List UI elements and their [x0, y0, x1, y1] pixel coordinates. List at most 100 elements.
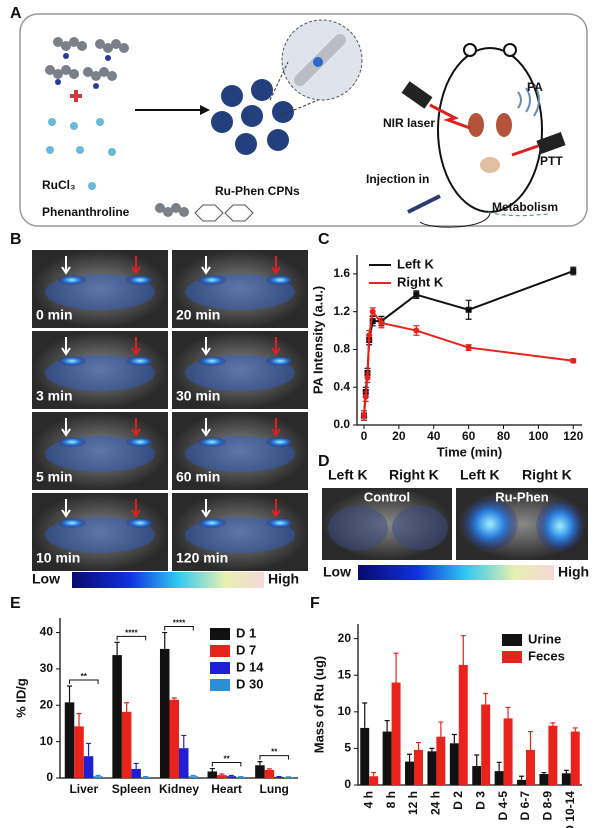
- bar: [188, 776, 199, 778]
- marker: [413, 291, 420, 298]
- series-line: [362, 309, 574, 416]
- colorbar: [358, 565, 554, 580]
- panel-letter: A: [10, 5, 22, 22]
- bar: [283, 777, 294, 778]
- image: [32, 412, 168, 490]
- y-tick-label: 0.0: [333, 417, 350, 431]
- image: [32, 331, 168, 409]
- signal: [462, 498, 518, 550]
- bar: [64, 702, 75, 778]
- bar: [458, 664, 468, 785]
- bar: [179, 748, 189, 778]
- label: PA: [527, 80, 543, 94]
- significance-bracket: [69, 679, 99, 684]
- red-arrow: [131, 256, 141, 275]
- legend-swatch: [210, 628, 230, 640]
- significance-bracket: [259, 755, 289, 760]
- panel-a: A RuCl₃ Phenanthroline Ru-Phen CPNs NIR …: [10, 5, 588, 228]
- y-tick-label: 40: [40, 625, 54, 639]
- legend-label: D 14: [236, 659, 264, 674]
- significance-label: **: [81, 672, 88, 681]
- colorbar: [72, 572, 264, 588]
- white-arrow: [201, 256, 211, 275]
- zoom-lines: [269, 61, 319, 117]
- tail: [419, 211, 491, 228]
- label: PTT: [540, 154, 563, 168]
- marker: [369, 318, 376, 325]
- marker: [413, 327, 420, 334]
- error-bar: [550, 722, 556, 726]
- significance-label: ****: [125, 628, 138, 637]
- white-arrow: [61, 256, 71, 275]
- arrow-head: [200, 105, 210, 115]
- x-tick-label: Kidney: [159, 782, 199, 796]
- error-bar: [505, 706, 511, 719]
- image: [32, 493, 168, 571]
- signal: [266, 518, 294, 528]
- red-arrow: [131, 337, 141, 356]
- group-label: Ru-Phen: [495, 489, 549, 504]
- bar: [226, 776, 237, 778]
- error-bar: [541, 771, 547, 775]
- bar: [427, 751, 437, 785]
- bar: [255, 765, 265, 778]
- significance-bracket: [211, 762, 242, 767]
- red-arrow: [271, 418, 281, 437]
- x-tick-label: 0: [361, 429, 368, 443]
- x-tick-label: 80: [497, 429, 511, 443]
- panel-letter: E: [10, 595, 21, 612]
- error-bar: [67, 685, 73, 703]
- colorbar-low: Low: [32, 571, 60, 587]
- error-bar: [496, 761, 502, 772]
- marker: [366, 332, 373, 339]
- y-axis-label: Mass of Ru (ug): [311, 656, 326, 754]
- signal: [198, 518, 226, 528]
- bar: [449, 743, 459, 785]
- error-bar: [483, 692, 489, 705]
- legend-label: Right K: [397, 274, 444, 289]
- error-bar: [209, 767, 215, 772]
- signal: [126, 518, 154, 528]
- signal: [126, 356, 154, 366]
- error-bar: [228, 774, 234, 777]
- signal: [58, 356, 86, 366]
- error-bar: [460, 635, 466, 665]
- y-tick-label: 0: [46, 770, 53, 784]
- time-label: 3 min: [36, 388, 73, 404]
- mouse-body: [437, 47, 543, 213]
- syringe: [407, 194, 441, 214]
- error-bar: [257, 761, 263, 766]
- x-tick-label: Heart: [211, 782, 242, 796]
- bar: [83, 756, 94, 778]
- error-bar: [114, 641, 120, 656]
- pa-waves: [517, 83, 540, 117]
- error-bar: [474, 754, 480, 766]
- signal: [266, 275, 294, 285]
- bar: [481, 704, 491, 785]
- error-bar: [563, 769, 569, 774]
- error-bar: [519, 775, 525, 780]
- error-bar: [572, 727, 578, 732]
- image: [172, 412, 308, 490]
- panel-letter: B: [10, 231, 22, 248]
- y-tick-label: 30: [40, 661, 54, 675]
- x-tick-label: Lung: [260, 782, 289, 796]
- plus-sign: [70, 90, 82, 102]
- bar: [570, 731, 580, 785]
- legend-swatch: [210, 645, 230, 657]
- time-label: 120 min: [176, 550, 228, 566]
- significance-label: **: [271, 748, 278, 757]
- y-tick-label: 20: [338, 631, 352, 645]
- label: Injection in: [366, 172, 429, 186]
- legend-label: D 30: [236, 676, 263, 691]
- legend-swatch: [502, 634, 522, 646]
- x-tick-label: 4 h: [361, 791, 375, 808]
- bar: [561, 773, 571, 785]
- significance-label: **: [223, 755, 230, 764]
- error-bar: [527, 730, 533, 750]
- time-label: 5 min: [36, 469, 73, 485]
- red-arrow: [131, 499, 141, 518]
- laser-device: [401, 81, 433, 109]
- error-bar: [266, 768, 272, 770]
- image: [172, 331, 308, 409]
